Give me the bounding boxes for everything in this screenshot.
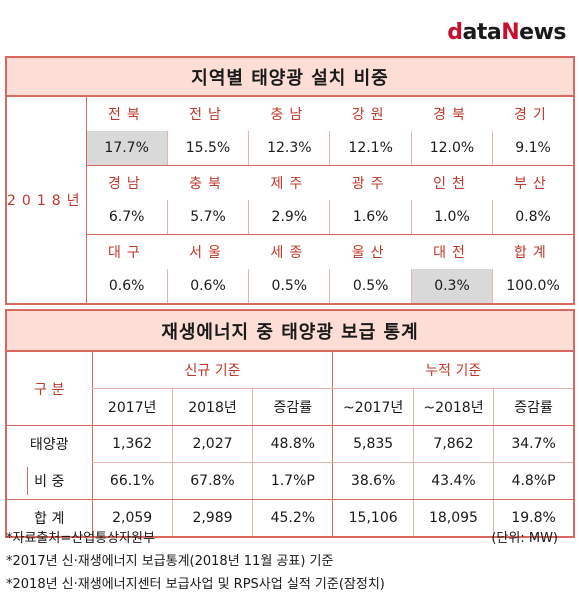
footnote: *2018년 신·재생에너지센터 보급사업 및 RPS사업 실적 기준(잠정치) — [6, 577, 385, 592]
region-label: 전남 — [189, 107, 227, 123]
column-header: ~2018년 — [412, 388, 494, 426]
region-value: 100.0% — [492, 269, 574, 304]
region-label: 합계 — [513, 245, 552, 261]
region-label: 대전 — [433, 245, 471, 261]
table-cell: 34.7% — [493, 425, 574, 463]
table-cell: 15,106 — [332, 499, 414, 537]
region-value: 12.1% — [329, 131, 412, 166]
gubun-header: 구 분 — [6, 351, 92, 426]
region-label: 전북 — [108, 107, 146, 123]
region-value: 2.9% — [248, 200, 330, 235]
table-cell: 48.8% — [252, 425, 333, 463]
table1-title: 지역별 태양광 설치 비중 — [6, 57, 574, 97]
region-label: 제주 — [270, 176, 309, 192]
region-value: 0.5% — [329, 269, 412, 304]
table-cell: 18,095 — [412, 499, 494, 537]
renewable-solar-stats-table: 재생에너지 중 태양광 보급 통계 구 분 신규 기준 누적 기준 2017년 … — [5, 309, 575, 538]
region-label: 서울 — [189, 245, 227, 261]
row-label: 비 중 — [6, 462, 92, 500]
region-value: 1.0% — [410, 200, 493, 235]
region-label: 인천 — [433, 176, 471, 192]
row-label: 태양광 — [29, 437, 69, 454]
table-cell: 66.1% — [91, 462, 173, 500]
region-label: 광주 — [351, 176, 390, 192]
region-label: 강원 — [351, 107, 390, 123]
unit-label: (단위: MW) — [491, 531, 558, 546]
region-value: 1.6% — [329, 200, 412, 235]
table-cell: 2,059 — [91, 499, 173, 537]
column-header: 2017년 — [91, 388, 173, 426]
table-cell: 2,989 — [171, 499, 253, 537]
column-header: 증감률 — [252, 388, 333, 426]
region-value: 15.5% — [166, 131, 249, 166]
region-label: 세종 — [270, 245, 309, 261]
region-value: 0.5% — [248, 269, 330, 304]
cumulative-basis-header: 누적 기준 — [332, 351, 574, 389]
row-label: 합 계 — [34, 511, 65, 527]
table-cell: 2,027 — [171, 425, 253, 463]
column-header: 증감률 — [493, 388, 574, 426]
table-cell: 7,862 — [412, 425, 494, 463]
region-label: 울산 — [351, 245, 390, 261]
table-cell: 5,835 — [332, 425, 414, 463]
table-cell: 38.6% — [332, 462, 414, 500]
region-value: 12.3% — [248, 131, 330, 166]
footnote: *2017년 신·재생에너지 보급통계(2018년 11월 공표) 기준 — [6, 554, 334, 569]
region-value: 12.0% — [410, 131, 493, 166]
column-header: 2018년 — [171, 388, 253, 426]
region-value: 6.7% — [86, 200, 168, 235]
table-cell: 43.4% — [412, 462, 494, 500]
region-label: 경북 — [433, 107, 471, 123]
region-value: 17.7% — [86, 131, 168, 166]
footnote: *자료출처=산업통상자원부 — [6, 531, 155, 546]
table2-title: 재생에너지 중 태양광 보급 통계 — [6, 310, 574, 352]
regional-solar-share-table: 지역별 태양광 설치 비중 2018년 전북 전남 충남 강원 경북 경기 17… — [5, 56, 575, 305]
table-cell: 19.8% — [493, 499, 574, 537]
table-cell: 1.7%P — [252, 462, 333, 500]
table-cell: 4.8%P — [493, 462, 574, 500]
year-label: 2018년 — [6, 96, 87, 304]
new-basis-header: 신규 기준 — [91, 351, 333, 389]
table-cell: 67.8% — [171, 462, 253, 500]
region-value: 0.8% — [492, 200, 574, 235]
table-cell: 1,362 — [91, 425, 173, 463]
region-label: 경기 — [513, 107, 552, 123]
region-value: 0.3% — [410, 269, 493, 304]
table-cell: 45.2% — [252, 499, 333, 537]
region-label: 충북 — [189, 176, 227, 192]
region-label: 충남 — [270, 107, 309, 123]
region-label: 대구 — [108, 245, 146, 261]
region-label: 경남 — [108, 176, 146, 192]
region-value: 0.6% — [166, 269, 249, 304]
column-header: ~2017년 — [332, 388, 414, 426]
region-value: 0.6% — [108, 278, 145, 294]
datanews-logo: dataNews — [447, 20, 566, 45]
region-label: 부산 — [513, 176, 552, 192]
region-value: 5.7% — [166, 200, 249, 235]
region-value: 9.1% — [492, 131, 574, 166]
